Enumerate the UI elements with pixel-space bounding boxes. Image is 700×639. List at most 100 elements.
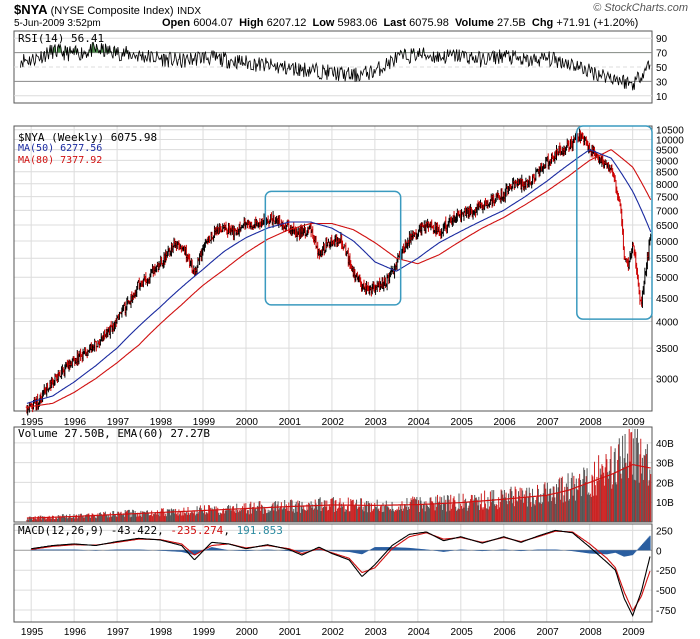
rsi-legend: RSI(14) 56.41	[18, 32, 105, 45]
ma80-legend: MA(80) 7377.92	[18, 155, 103, 166]
macd-x-tick-1999: 1999	[193, 627, 216, 638]
macd-legend-value: -43.422	[110, 524, 158, 537]
macd-x-tick-2001: 2001	[279, 627, 302, 638]
price-x-tick-2001: 2001	[279, 417, 302, 428]
open-label: Open	[162, 17, 191, 29]
annotation-box-1	[264, 190, 402, 306]
price-x-tick-2005: 2005	[451, 417, 474, 428]
volume-ema-line	[26, 464, 651, 519]
ma50-line	[26, 149, 652, 404]
price-x-tick-2004: 2004	[408, 417, 431, 428]
volume-label: Volume	[455, 17, 494, 29]
macd-x-tick-2009: 2009	[622, 627, 645, 638]
last-label: Last	[383, 17, 407, 29]
stockcharts-logo[interactable]: © StockCharts.com	[593, 2, 688, 14]
low-value: 5983.06	[337, 17, 378, 29]
volume-tick-20: 20B	[656, 478, 674, 489]
macd-x-tick-1995: 1995	[21, 627, 44, 638]
price-x-tick-2007: 2007	[536, 417, 559, 428]
rsi-tick-90: 90	[656, 34, 668, 45]
rsi-tick-30: 30	[656, 77, 668, 88]
price-x-tick-2008: 2008	[579, 417, 602, 428]
price-tick-7000: 7000	[656, 206, 679, 217]
price-tick-6000: 6000	[656, 237, 679, 248]
symbol-title: $NYA (NYSE Composite Index) INDX	[14, 2, 201, 17]
price-x-tick-2000: 2000	[236, 417, 259, 428]
macd-tick--750: -750	[656, 606, 676, 617]
price-tick-9000: 9000	[656, 156, 679, 167]
price-tick-4000: 4000	[656, 318, 679, 329]
macd-panel: -750 -500 -250 0 250	[13, 523, 676, 623]
price-tick-7500: 7500	[656, 193, 679, 204]
price-tick-9500: 9500	[656, 146, 679, 157]
annotation-box-2	[576, 125, 653, 320]
macd-legend-hist: 191.853	[236, 524, 283, 537]
price-x-tick-2003: 2003	[365, 417, 388, 428]
low-label: Low	[312, 17, 335, 29]
macd-signal-line	[31, 530, 651, 612]
chg-value: +71.91 (+1.20%)	[556, 17, 639, 29]
chg-label: Chg	[531, 17, 554, 29]
price-tick-10000: 10000	[656, 135, 684, 146]
macd-x-tick-2007: 2007	[536, 627, 559, 638]
rsi-tick-70: 70	[656, 49, 668, 60]
price-tick-4500: 4500	[656, 294, 679, 305]
price-x-tick-2006: 2006	[494, 417, 517, 428]
price-tick-3500: 3500	[656, 344, 679, 355]
macd-x-tick-2004: 2004	[408, 627, 431, 638]
high-label: High	[239, 17, 264, 29]
price-tick-10500: 10500	[656, 126, 684, 137]
volume-legend: Volume 27.50B, EMA(60) 27.27B	[18, 427, 211, 440]
macd-line	[31, 529, 651, 617]
last-value: 6075.98	[409, 17, 449, 29]
volume-tick-30: 30B	[656, 459, 674, 470]
volume-value: 27.5B	[497, 17, 526, 29]
price-legend: $NYA (Weekly) 6075.98	[18, 131, 158, 144]
macd-x-tick-1996: 1996	[64, 627, 87, 638]
price-x-tick-2009: 2009	[622, 417, 645, 428]
macd-x-tick-2000: 2000	[236, 627, 259, 638]
price-tick-3000: 3000	[656, 375, 679, 386]
symbol-exchange: INDX	[177, 6, 202, 17]
x-axis: 1995 1995 1996 1996 1997 1997 1998 1998 1999 1999…	[21, 417, 645, 638]
ma50-legend: MA(50) 6277.56	[18, 143, 103, 154]
symbol-ticker: $NYA	[14, 2, 48, 17]
price-x-tick-2002: 2002	[322, 417, 345, 428]
price-tick-8500: 8500	[656, 168, 679, 179]
volume-frame	[13, 426, 653, 523]
macd-tick-250: 250	[656, 526, 673, 537]
open-value: 6004.07	[193, 17, 233, 29]
price-tick-5000: 5000	[656, 273, 679, 284]
volume-tick-10: 10B	[656, 498, 674, 509]
price-x-tick-1998: 1998	[150, 417, 173, 428]
macd-legend-name: MACD(12,26,9)	[18, 524, 105, 537]
rsi-panel: 10 30 50 70 90	[13, 30, 668, 104]
price-x-tick-1999: 1999	[193, 417, 216, 428]
macd-frame	[13, 523, 653, 623]
macd-x-tick-2006: 2006	[494, 627, 517, 638]
macd-x-tick-1997: 1997	[107, 627, 130, 638]
macd-tick--250: -250	[656, 566, 676, 577]
macd-x-tick-2005: 2005	[451, 627, 474, 638]
macd-x-tick-2008: 2008	[579, 627, 602, 638]
price-tick-6500: 6500	[656, 221, 679, 232]
timestamp: 5-Jun-2009 3:52pm	[14, 18, 101, 29]
volume-panel: 10B 20B 30B 40B	[13, 426, 674, 523]
macd-legend-signal: -235.274	[170, 524, 224, 537]
volume-tick-40: 40B	[656, 439, 674, 450]
price-x-tick-1996: 1996	[64, 417, 87, 428]
macd-tick--500: -500	[656, 586, 676, 597]
macd-x-tick-2003: 2003	[365, 627, 388, 638]
rsi-line	[20, 41, 651, 91]
rsi-tick-10: 10	[656, 92, 668, 103]
rsi-tick-50: 50	[656, 63, 668, 74]
macd-x-tick-1998: 1998	[150, 627, 173, 638]
price-tick-8000: 8000	[656, 180, 679, 191]
price-x-tick-1995: 1995	[21, 417, 44, 428]
symbol-name: (NYSE Composite Index)	[50, 5, 174, 17]
high-value: 6207.12	[266, 17, 307, 29]
ma80-line	[26, 149, 652, 408]
macd-x-tick-2002: 2002	[322, 627, 345, 638]
price-tick-5500: 5500	[656, 254, 679, 265]
